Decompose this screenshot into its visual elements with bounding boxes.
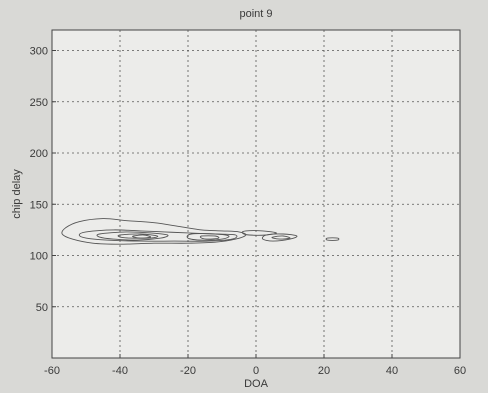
contour-line-6 [199,235,220,240]
contour-line-9 [271,235,291,240]
y-tick-label-3: 200 [30,148,48,160]
contour-line-3 [117,233,159,239]
contour-line-8 [261,233,298,242]
y-tick-label-0: 50 [36,302,48,314]
plot-area [51,29,461,359]
contour-lines [61,218,340,245]
x-tick-label-4: 20 [318,365,330,377]
contour-line-5 [186,233,230,241]
x-tick-label-1: -40 [112,365,128,377]
chart-title: point 9 [239,8,272,20]
y-tick-label-1: 100 [30,251,48,263]
y-tick-label-4: 250 [30,97,48,109]
tick-labels: -60 -40 -20 0 20 40 60 50 100 150 200 250 300 [30,46,466,378]
y-tick-label-5: 300 [30,46,48,58]
contour-line-2 [96,231,169,241]
grid-lines [52,30,460,358]
x-axis-label: DOA [244,378,269,390]
x-tick-label-3: 0 [253,365,259,377]
y-axis-label: chip delay [11,169,23,219]
contour-line-10 [325,237,340,241]
x-tick-label-2: -20 [180,365,196,377]
x-tick-label-6: 60 [454,365,466,377]
contour-line-4 [132,234,152,239]
contour-line-1 [78,229,238,242]
x-tick-label-5: 40 [386,365,398,377]
contour-line-0 [61,218,247,245]
x-tick-label-0: -60 [44,365,60,377]
y-tick-label-2: 150 [30,199,48,211]
